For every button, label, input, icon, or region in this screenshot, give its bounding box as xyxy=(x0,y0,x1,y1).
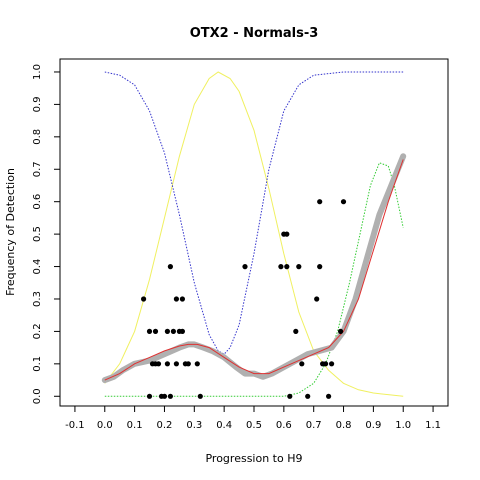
y-tick-label: 1.0 xyxy=(32,64,43,80)
data-point xyxy=(293,328,299,334)
x-tick-label: 0.8 xyxy=(336,420,352,431)
x-axis-label: Progression to H9 xyxy=(205,452,302,465)
x-axis: -0.1 0.0 0.1 0.2 0.3 0.4 0.5 0.6 0.7 0.8 0.9 1.0 1.1 xyxy=(65,406,441,431)
x-tick-label: 0.5 xyxy=(246,420,262,431)
data-point xyxy=(287,393,293,399)
y-tick-label: 0.8 xyxy=(32,129,43,145)
green-curve xyxy=(104,162,404,397)
y-tick-label: 0.4 xyxy=(32,259,43,275)
fit-curve xyxy=(104,159,404,381)
data-point xyxy=(323,361,329,367)
y-tick-label: 0.1 xyxy=(32,356,43,372)
data-point xyxy=(173,296,179,302)
blue-curve xyxy=(104,71,404,355)
data-point xyxy=(164,328,170,334)
x-tick-label: 0.4 xyxy=(216,420,232,431)
data-point xyxy=(152,328,159,334)
x-tick-label: 0.3 xyxy=(186,420,202,431)
data-point xyxy=(146,328,153,334)
y-tick-label: 0.0 xyxy=(32,388,43,404)
y-tick-label: 0.9 xyxy=(32,96,43,112)
y-tick-label: 0.5 xyxy=(32,226,43,242)
x-tick-label: 1.0 xyxy=(395,420,411,431)
plot-frame xyxy=(59,58,449,407)
curves-layer xyxy=(101,71,407,397)
chart-title: OTX2 - Normals-3 xyxy=(190,26,319,41)
data-point xyxy=(146,393,153,399)
x-tick-label: 0.9 xyxy=(365,420,381,431)
points-layer xyxy=(141,199,347,399)
data-point xyxy=(338,328,344,334)
y-tick-label: 0.6 xyxy=(32,194,43,210)
yellow-curve xyxy=(104,71,404,397)
data-point xyxy=(141,296,147,302)
x-tick-label: 0.1 xyxy=(127,420,143,431)
data-point xyxy=(278,264,284,270)
data-point xyxy=(185,361,191,367)
y-axis-label: Frequency of Detection xyxy=(4,168,17,296)
data-point xyxy=(317,199,323,205)
data-point xyxy=(317,264,323,270)
x-tick-label: -0.1 xyxy=(65,420,85,431)
data-point xyxy=(299,361,305,367)
x-tick-label: 0.6 xyxy=(276,420,292,431)
data-point xyxy=(296,264,302,270)
data-point xyxy=(314,296,320,302)
data-point xyxy=(161,393,168,399)
data-point xyxy=(194,361,200,367)
data-point xyxy=(197,393,203,399)
y-tick-label: 0.2 xyxy=(32,323,43,339)
smoothed-curve xyxy=(101,153,407,384)
data-point xyxy=(305,393,311,399)
y-tick-label: 0.7 xyxy=(32,161,43,177)
data-point xyxy=(155,361,162,367)
data-point xyxy=(179,296,185,302)
data-point xyxy=(164,361,170,367)
data-point xyxy=(284,231,290,237)
data-point xyxy=(173,361,179,367)
data-point xyxy=(326,393,332,399)
y-tick-label: 0.3 xyxy=(32,291,43,307)
data-point xyxy=(167,393,173,399)
data-point xyxy=(167,264,173,270)
data-point xyxy=(170,328,176,334)
x-tick-label: 0.7 xyxy=(306,420,322,431)
data-point xyxy=(284,264,290,270)
data-point xyxy=(179,328,185,334)
x-tick-label: 1.1 xyxy=(425,420,441,431)
data-point xyxy=(242,264,248,270)
x-tick-label: 0.2 xyxy=(157,420,173,431)
x-tick-label: 0.0 xyxy=(97,420,113,431)
y-axis: 0.0 0.1 0.2 0.3 0.4 0.5 0.6 0.7 0.8 0.9 1.0 xyxy=(32,64,60,404)
data-point xyxy=(329,361,335,367)
data-point xyxy=(340,199,347,205)
